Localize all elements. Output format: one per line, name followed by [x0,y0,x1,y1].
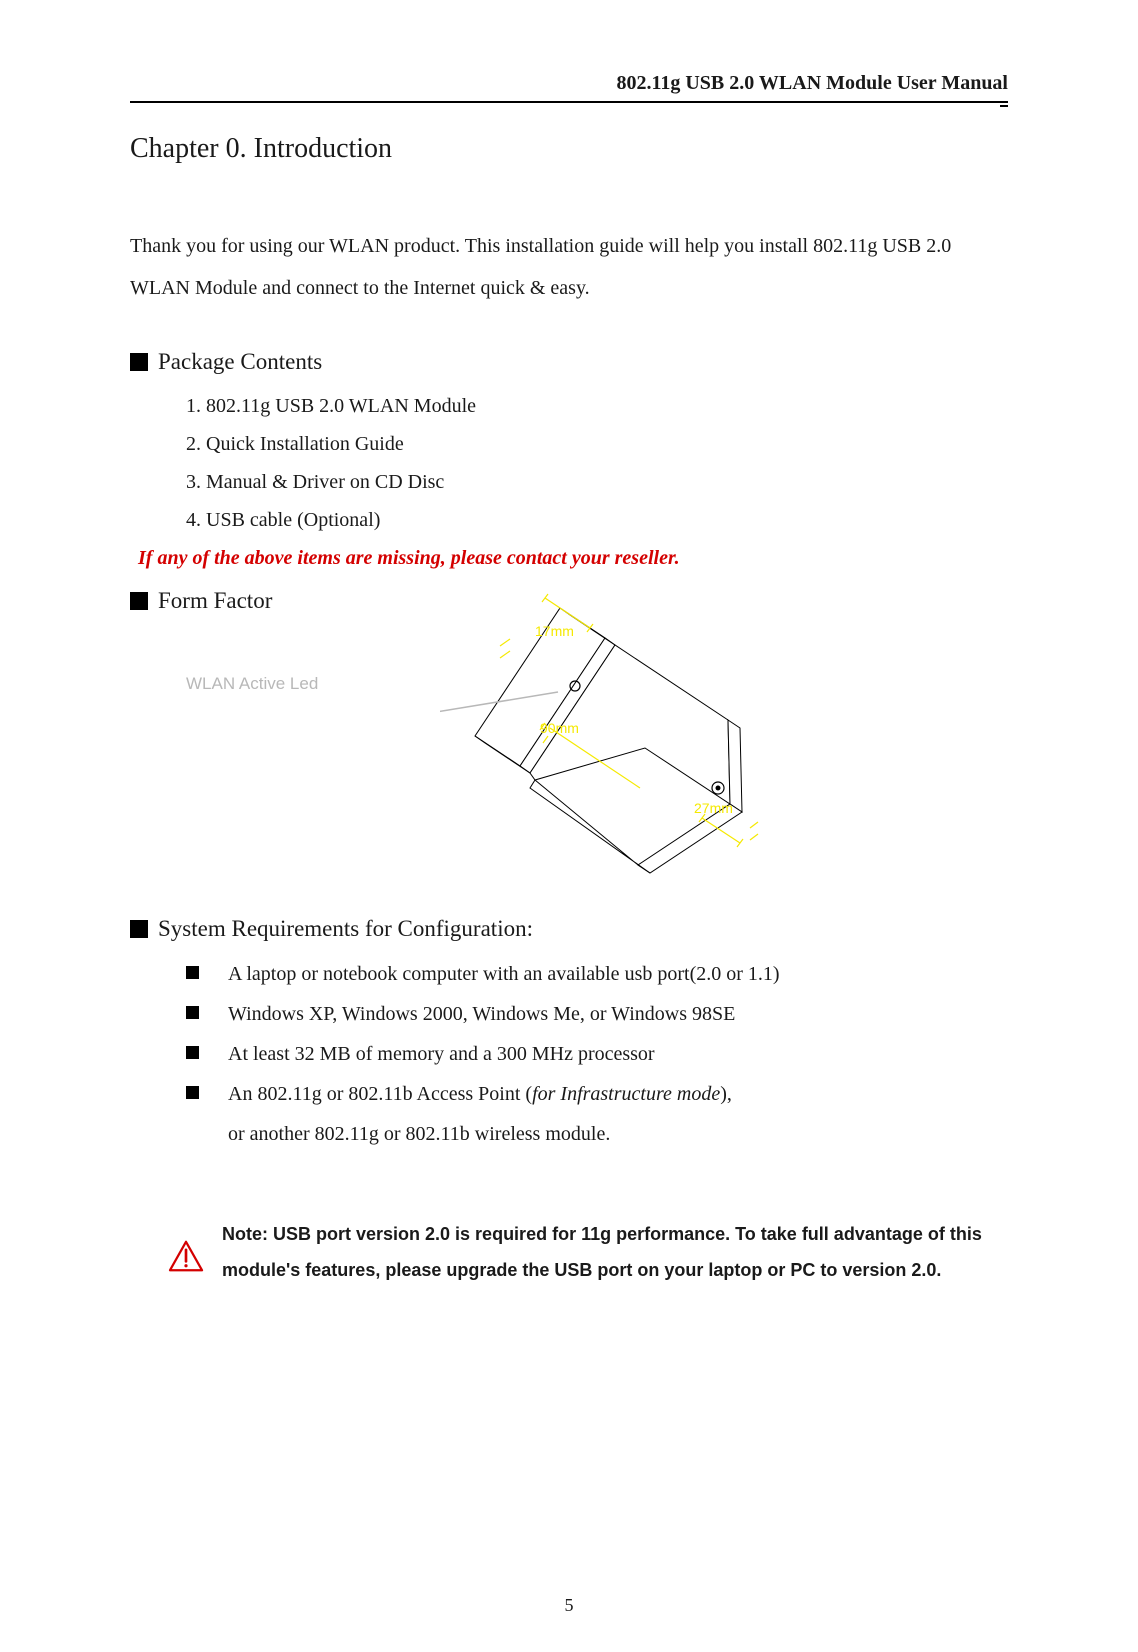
sysreq-text-italic: for Infrastructure mode [532,1083,720,1105]
section-formfactor-head: Form Factor [130,588,430,614]
bullet-square-icon [130,353,148,371]
sysreq-item: A laptop or notebook computer with an av… [186,954,1008,994]
package-item: 1. 802.11g USB 2.0 WLAN Module [186,387,1008,425]
sysreq-item: An 802.11g or 802.11b Access Point (for … [186,1074,1008,1114]
intro-paragraph: Thank you for using our WLAN product. Th… [130,225,1008,309]
package-warning: If any of the above items are missing, p… [138,547,1008,570]
sysreq-item: Windows XP, Windows 2000, Windows Me, or… [186,994,1008,1034]
package-item: 2. Quick Installation Guide [186,425,1008,463]
sysreq-text-post: ), [720,1083,732,1105]
dim-bot: 27mm [694,800,733,816]
package-item: 3. Manual & Driver on CD Disc [186,463,1008,501]
bullet-square-icon [130,592,148,610]
section-package-head: Package Contents [130,349,1008,375]
sysreq-text-pre: An 802.11g or 802.11b Access Point ( [228,1083,532,1105]
header-bar: 802.11g USB 2.0 WLAN Module User Manual [130,72,1008,103]
package-list: 1. 802.11g USB 2.0 WLAN Module 2. Quick … [186,387,1008,539]
dim-top: 17mm [535,623,574,639]
device-diagram-svg: 17mm 90mm 27mm [440,588,860,888]
chapter-title: Chapter 0. Introduction [130,133,1008,165]
note-text: Note: USB port version 2.0 is required f… [222,1216,1008,1288]
sysreq-text: Windows XP, Windows 2000, Windows Me, or… [228,1003,735,1025]
sysreq-title: System Requirements for Configuration: [158,916,533,942]
sysreq-list: A laptop or notebook computer with an av… [186,954,1008,1114]
formfactor-title: Form Factor [158,588,272,614]
form-factor-left: Form Factor WLAN Active Led [130,588,430,694]
section-sysreq-head: System Requirements for Configuration: [130,916,1008,942]
header-title: 802.11g USB 2.0 WLAN Module User Manual [616,72,1008,94]
sysreq-text: At least 32 MB of memory and a 300 MHz p… [228,1043,655,1065]
sysreq-subline: or another 802.11g or 802.11b wireless m… [228,1114,1008,1154]
warning-triangle-icon [168,1240,204,1272]
package-title: Package Contents [158,349,322,375]
dim-mid: 90mm [540,720,579,736]
sysreq-item: At least 32 MB of memory and a 300 MHz p… [186,1034,1008,1074]
sysreq-text: A laptop or notebook computer with an av… [228,963,780,985]
bullet-square-icon [130,920,148,938]
package-item: 4. USB cable (Optional) [186,501,1008,539]
note-block: Note: USB port version 2.0 is required f… [168,1216,1008,1288]
page-number: 5 [0,1595,1138,1616]
form-factor-diagram: 17mm 90mm 27mm [440,588,860,888]
form-factor-section: Form Factor WLAN Active Led [130,588,1008,888]
wlan-active-led-label: WLAN Active Led [186,674,430,694]
